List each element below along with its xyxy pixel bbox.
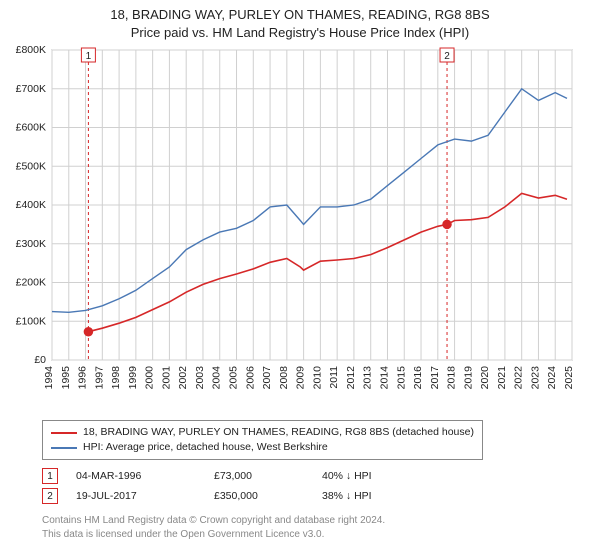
svg-text:2003: 2003	[194, 366, 206, 390]
legend-label: 18, BRADING WAY, PURLEY ON THAMES, READI…	[83, 425, 474, 440]
svg-text:2013: 2013	[362, 366, 374, 390]
title-line1: 18, BRADING WAY, PURLEY ON THAMES, READI…	[0, 6, 600, 24]
svg-text:£600K: £600K	[16, 122, 46, 134]
chart-svg: £0 £100K £200K £300K £400K £500K £600K £700K £80…	[0, 42, 600, 412]
sale-date: 19-JUL-2017	[76, 490, 196, 502]
svg-text:2018: 2018	[446, 366, 458, 390]
legend-label: HPI: Average price, detached house, West…	[83, 440, 328, 455]
sale-row: 1 04-MAR-1996 £73,000 40% ↓ HPI	[42, 466, 412, 486]
sale-point-1	[84, 328, 92, 336]
svg-text:£400K: £400K	[16, 199, 46, 211]
svg-text:2005: 2005	[228, 366, 240, 390]
sale-pct: 40% ↓ HPI	[322, 470, 412, 482]
svg-text:1997: 1997	[93, 366, 105, 390]
legend-swatch	[51, 432, 77, 434]
chart-area: £0 £100K £200K £300K £400K £500K £600K £700K £80…	[0, 42, 600, 412]
svg-text:2016: 2016	[412, 366, 424, 390]
svg-text:1999: 1999	[127, 366, 139, 390]
svg-text:£200K: £200K	[16, 277, 46, 289]
svg-text:2: 2	[444, 51, 450, 62]
svg-text:2020: 2020	[479, 366, 491, 390]
sale-price: £73,000	[214, 470, 304, 482]
sale-badge: 2	[42, 488, 58, 504]
svg-text:£100K: £100K	[16, 315, 46, 327]
legend-item: 18, BRADING WAY, PURLEY ON THAMES, READI…	[51, 425, 474, 440]
sale-pct: 38% ↓ HPI	[322, 490, 412, 502]
title-line2: Price paid vs. HM Land Registry's House …	[0, 24, 600, 42]
legend-swatch	[51, 447, 77, 449]
chart-title: 18, BRADING WAY, PURLEY ON THAMES, READI…	[0, 0, 600, 41]
svg-text:2000: 2000	[144, 366, 156, 390]
svg-text:2010: 2010	[311, 366, 323, 390]
sales-table: 1 04-MAR-1996 £73,000 40% ↓ HPI 2 19-JUL-2017…	[42, 466, 412, 506]
svg-text:1996: 1996	[77, 366, 89, 390]
svg-text:2009: 2009	[295, 366, 307, 390]
sale-point-2	[443, 220, 451, 228]
svg-text:2008: 2008	[278, 366, 290, 390]
sale-date: 04-MAR-1996	[76, 470, 196, 482]
svg-text:2006: 2006	[244, 366, 256, 390]
svg-text:£0: £0	[34, 354, 46, 366]
svg-text:2021: 2021	[496, 366, 508, 390]
svg-text:2014: 2014	[378, 366, 390, 390]
svg-text:1995: 1995	[60, 366, 72, 390]
svg-text:1: 1	[86, 51, 92, 62]
footer-attribution: Contains HM Land Registry data © Crown c…	[42, 514, 385, 541]
svg-text:2017: 2017	[429, 366, 441, 390]
sale-price: £350,000	[214, 490, 304, 502]
svg-text:2019: 2019	[462, 366, 474, 390]
svg-text:2024: 2024	[546, 366, 558, 390]
sale-badge: 1	[42, 468, 58, 484]
footer-line1: Contains HM Land Registry data © Crown c…	[42, 514, 385, 528]
svg-text:1998: 1998	[110, 366, 122, 390]
svg-text:2025: 2025	[563, 366, 575, 390]
svg-text:2007: 2007	[261, 366, 273, 390]
svg-text:2023: 2023	[529, 366, 541, 390]
svg-text:£700K: £700K	[16, 83, 46, 95]
footer-line2: This data is licensed under the Open Gov…	[42, 528, 385, 542]
svg-text:1994: 1994	[43, 366, 55, 390]
svg-text:2011: 2011	[328, 366, 340, 389]
svg-text:£800K: £800K	[16, 44, 46, 56]
svg-text:£300K: £300K	[16, 238, 46, 250]
sale-row: 2 19-JUL-2017 £350,000 38% ↓ HPI	[42, 486, 412, 506]
legend-item: HPI: Average price, detached house, West…	[51, 440, 474, 455]
svg-text:£500K: £500K	[16, 160, 46, 172]
svg-text:2012: 2012	[345, 366, 357, 390]
svg-text:2004: 2004	[211, 366, 223, 390]
svg-text:2002: 2002	[177, 366, 189, 390]
svg-text:2022: 2022	[513, 366, 525, 390]
svg-text:2001: 2001	[160, 366, 172, 390]
legend: 18, BRADING WAY, PURLEY ON THAMES, READI…	[42, 420, 483, 460]
svg-text:2015: 2015	[395, 366, 407, 390]
